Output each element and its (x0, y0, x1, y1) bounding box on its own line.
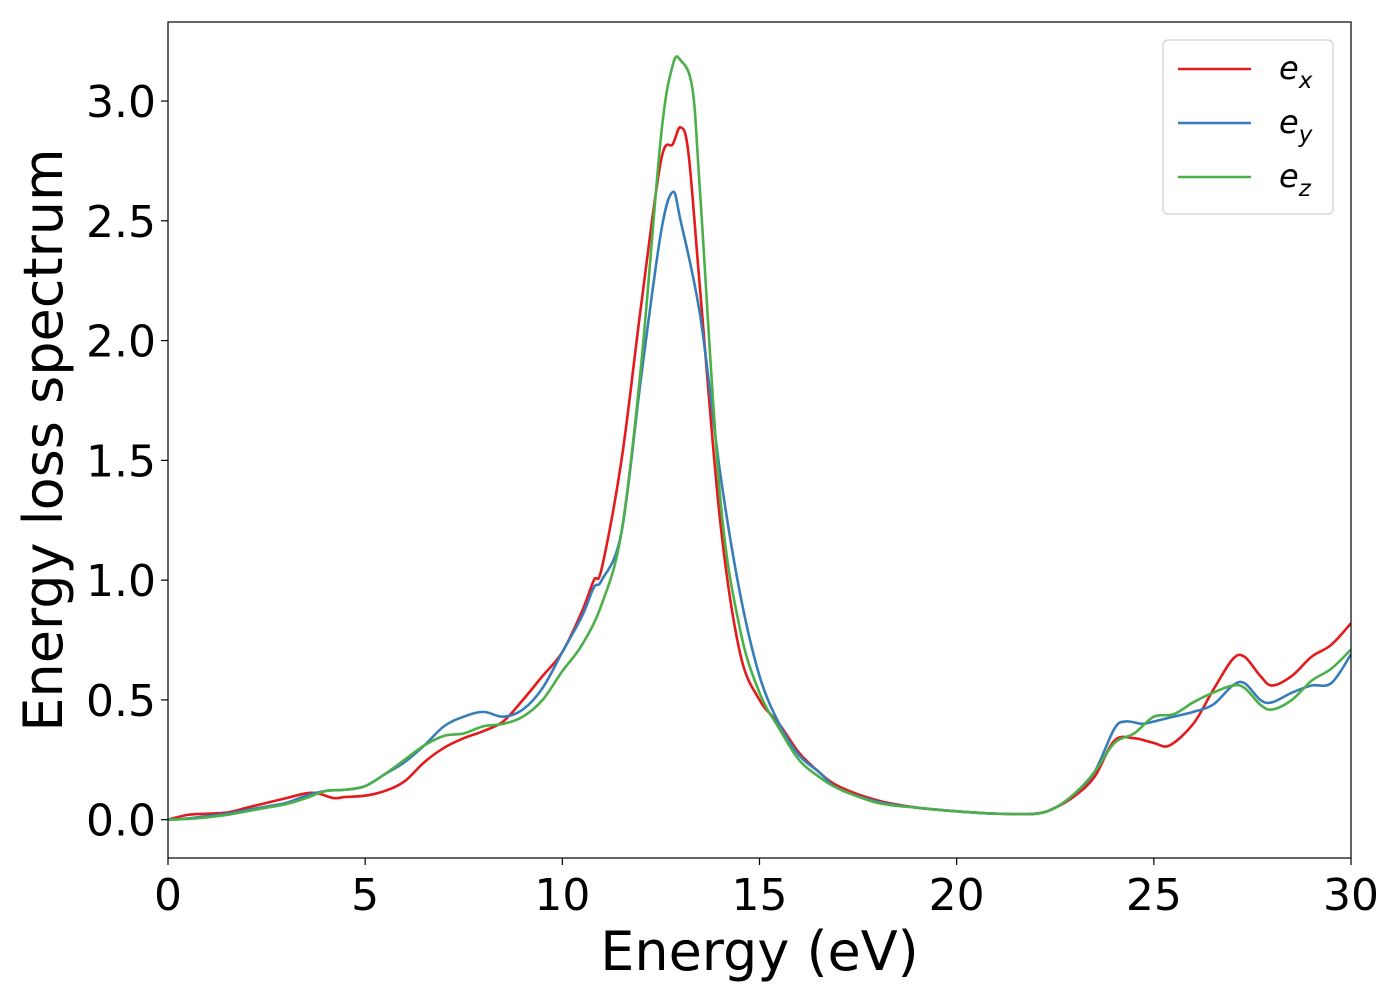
y-axis: 0.0 0.5 1.0 1.5 2.0 2.5 3.0 (86, 77, 168, 847)
y-tick-label: 2.0 (86, 317, 156, 368)
y-tick-label: 1.0 (86, 556, 156, 607)
y-axis-title: Energy loss spectrum (12, 148, 75, 731)
y-tick-label: 2.5 (86, 197, 156, 248)
y-tick-label: 0.0 (86, 796, 156, 847)
legend-box (1162, 39, 1334, 215)
series-line-x (168, 126, 1351, 821)
y-tick-label: 0.5 (86, 676, 156, 727)
series-line-z (168, 55, 1351, 821)
legend: ex ey ez (1162, 39, 1334, 215)
legend-label-x: ex (1279, 49, 1313, 94)
y-tick-label: 1.5 (86, 436, 156, 487)
x-tick-label: 20 (929, 870, 985, 921)
x-tick-label: 10 (534, 870, 590, 921)
legend-label-z: ez (1279, 157, 1312, 202)
legend-label-y: ey (1279, 103, 1313, 148)
x-tick-label: 30 (1323, 870, 1379, 921)
y-tick-label: 3.0 (86, 77, 156, 128)
x-tick-label: 15 (732, 870, 788, 921)
x-tick-label: 0 (154, 870, 182, 921)
series-line-y (168, 190, 1351, 821)
x-tick-label: 5 (351, 870, 379, 921)
x-axis: 0 5 10 15 20 25 30 (154, 858, 1379, 921)
x-axis-title: Energy (eV) (600, 920, 919, 983)
x-tick-label: 25 (1126, 870, 1182, 921)
